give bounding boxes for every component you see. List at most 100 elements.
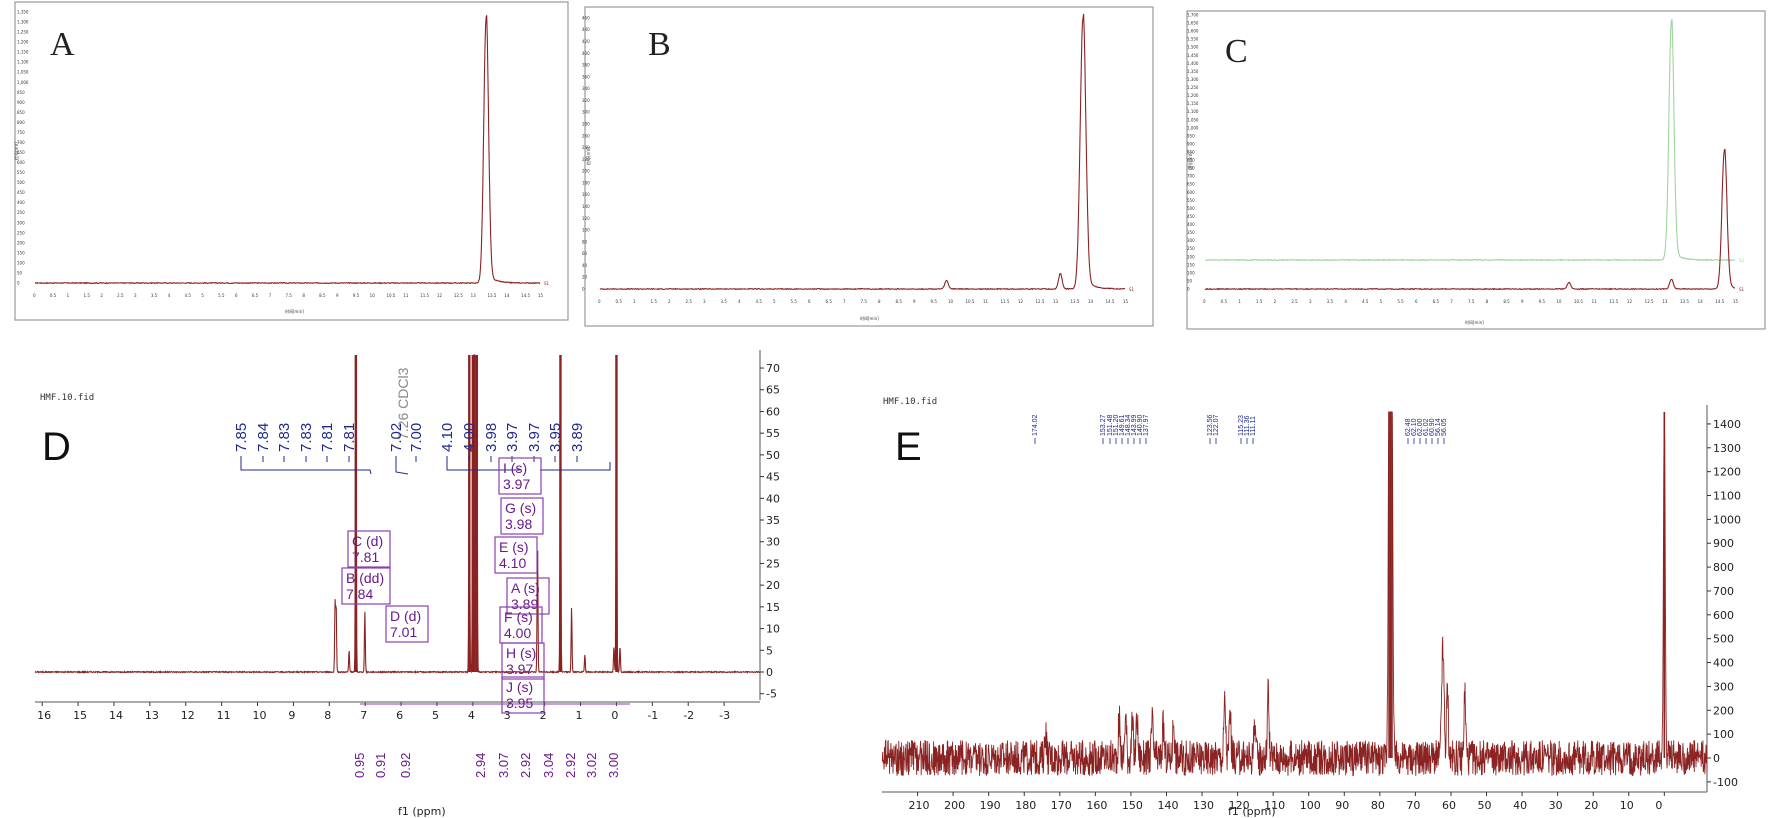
panel-e-peak-label: 151.48 bbox=[1107, 414, 1114, 436]
panel-b-y-tick: 420 bbox=[582, 39, 590, 44]
panel-c-series-s2 bbox=[1204, 19, 1736, 262]
panel-e-y-tick: 1000 bbox=[1713, 513, 1741, 526]
panel-a-x-tick: 13.5 bbox=[488, 293, 497, 298]
panel-c-y-tick: 1,100 bbox=[1187, 109, 1199, 114]
panel-b-x-tick: 2 bbox=[668, 299, 671, 304]
panel-a-y-tick: 850 bbox=[17, 110, 25, 115]
panel-e-y-tick: 1400 bbox=[1713, 418, 1741, 431]
panel-e-x-tick: 50 bbox=[1478, 799, 1492, 812]
panel-e-peak-label: 61.02 bbox=[1423, 418, 1430, 436]
panel-b-x-tick: 1.5 bbox=[651, 299, 658, 304]
panel-e-13c-nmr-spectrum: HMF.10.fid E f1 (ppm) 210 200 190 180 170 160… bbox=[881, 397, 1741, 818]
panel-b-legend-s1: S1 bbox=[1129, 287, 1135, 292]
panel-a-y-tick: 1,350 bbox=[17, 10, 29, 15]
panel-b-y-tick: 20 bbox=[582, 275, 588, 280]
panel-c-y-tick: 1,700 bbox=[1187, 13, 1199, 18]
panel-a-y-tick: 600 bbox=[17, 160, 25, 165]
panel-d-peak-label: 7.85 bbox=[233, 423, 250, 452]
panel-e-y-tick: 500 bbox=[1713, 633, 1734, 646]
panel-e-y-tick: 600 bbox=[1713, 609, 1734, 622]
panel-a-x-tick: 1 bbox=[67, 293, 70, 298]
panel-a-y-tick: 700 bbox=[17, 140, 25, 145]
panel-e-x-tick: 160 bbox=[1086, 799, 1107, 812]
panel-d-integral-value: 0.91 bbox=[373, 753, 388, 778]
panel-b-x-tick: 13 bbox=[1053, 299, 1059, 304]
panel-e-x-tick: 140 bbox=[1157, 799, 1178, 812]
panel-b-x-tick: 0 bbox=[598, 299, 601, 304]
panel-e-peak-label: 153.27 bbox=[1100, 414, 1107, 436]
panel-a-x-tick: 5.5 bbox=[218, 293, 225, 298]
panel-e-y-tick: 200 bbox=[1713, 704, 1734, 717]
panel-b-x-tick: 6 bbox=[808, 299, 811, 304]
panel-d-peak-label: 7.02 bbox=[388, 423, 405, 452]
panel-a-x-tick: 7.5 bbox=[286, 293, 293, 298]
panel-d-integral-value: 3.00 bbox=[606, 753, 621, 778]
panel-c-y-tick: 400 bbox=[1187, 222, 1195, 227]
panel-d-multiplet-box bbox=[506, 577, 550, 615]
panel-a-y-tick: 350 bbox=[17, 210, 25, 215]
panel-b-x-tick: 7 bbox=[843, 299, 846, 304]
panel-e-peak-label: 174.02 bbox=[1032, 414, 1039, 436]
panel-d-y-tick: 40 bbox=[766, 492, 780, 505]
panel-b-x-tick: 9 bbox=[913, 299, 916, 304]
panel-d-multiplet-label: C (d) bbox=[352, 533, 383, 549]
panel-c-y-tick: 300 bbox=[1187, 238, 1195, 243]
panel-a-y-tick: 900 bbox=[17, 100, 25, 105]
panel-b-letter: B bbox=[648, 26, 671, 63]
panel-c-x-tick: 4.5 bbox=[1362, 299, 1369, 304]
panel-e-x-tick: 180 bbox=[1015, 799, 1036, 812]
panel-a-ylabel: 信号[mV] bbox=[13, 142, 19, 160]
panel-c-y-tick: 1,150 bbox=[1187, 101, 1199, 106]
panel-a-x-tick: 12.5 bbox=[454, 293, 463, 298]
panel-a-x-tick: 8 bbox=[302, 293, 305, 298]
panel-c-y-tick: 200 bbox=[1187, 254, 1195, 259]
panel-d-integral-value: 2.92 bbox=[563, 753, 578, 778]
panel-d-leader-aromatic bbox=[240, 462, 372, 475]
panel-b-x-tick: 11.5 bbox=[1001, 299, 1010, 304]
panel-d-x-tick: 14 bbox=[109, 709, 123, 722]
panel-d-y-tick: 10 bbox=[766, 623, 780, 636]
panel-a-series-s1 bbox=[35, 15, 541, 285]
panel-a-y-tick: 1,200 bbox=[17, 40, 29, 45]
panel-b-y-tick: 0 bbox=[582, 287, 585, 292]
panel-a-y-tick: 550 bbox=[17, 170, 25, 175]
panel-a-y-tick: 650 bbox=[17, 150, 25, 155]
panel-a-x-tick: 2 bbox=[100, 293, 103, 298]
panel-c-y-tick: 50 bbox=[1187, 278, 1193, 283]
panel-c-letter: C bbox=[1225, 33, 1248, 70]
panel-d-y-tick: 15 bbox=[766, 601, 780, 614]
panel-d-multiplet-value: 3.98 bbox=[505, 516, 532, 532]
panel-e-x-tick: 10 bbox=[1620, 799, 1634, 812]
panel-d-multiplet-label: F (s) bbox=[504, 609, 533, 625]
panel-d-multiplet-label: E (s) bbox=[499, 539, 529, 555]
panel-c-x-tick: 0 bbox=[1203, 299, 1206, 304]
panel-e-y-tick: 700 bbox=[1713, 585, 1734, 598]
panel-d-peak-label: 3.89 bbox=[569, 423, 586, 452]
panel-d-integral-value: 2.92 bbox=[518, 753, 533, 778]
panel-c-xlabel: 时间[min] bbox=[1465, 319, 1484, 325]
panel-e-peak-label: 62.00 bbox=[1417, 418, 1424, 436]
panel-b-x-tick: 12.5 bbox=[1036, 299, 1045, 304]
panel-c-x-tick: 2.5 bbox=[1291, 299, 1298, 304]
panel-b-series-s1 bbox=[599, 13, 1126, 291]
panel-b-y-tick: 380 bbox=[582, 63, 590, 68]
panel-b-y-tick: 460 bbox=[582, 15, 590, 20]
panel-a-y-tick: 50 bbox=[17, 270, 23, 275]
panel-d-x-tick: 9 bbox=[288, 709, 295, 722]
panel-e-peak-label: 151.20 bbox=[1113, 414, 1120, 436]
panel-d-multiplet-box bbox=[341, 567, 391, 605]
panel-e-x-tick: 150 bbox=[1122, 799, 1143, 812]
panel-b-y-tick: 240 bbox=[582, 145, 590, 150]
panel-a-x-tick: 11.5 bbox=[420, 293, 429, 298]
panel-b-x-tick: 15 bbox=[1123, 299, 1129, 304]
panel-c-y-tick: 750 bbox=[1187, 166, 1195, 171]
panel-a-y-tick: 1,250 bbox=[17, 30, 29, 35]
panel-a-x-tick: 6.5 bbox=[252, 293, 259, 298]
panel-e-x-tick: 30 bbox=[1549, 799, 1563, 812]
panel-d-x-tick: 0 bbox=[611, 709, 618, 722]
panel-c-frame bbox=[1186, 10, 1766, 330]
panel-a-y-tick: 950 bbox=[17, 90, 25, 95]
panel-d-peak-label: 3.97 bbox=[504, 423, 521, 452]
panel-e-x-tick: 210 bbox=[909, 799, 930, 812]
panel-e-peak-label: 56.05 bbox=[1441, 418, 1448, 436]
